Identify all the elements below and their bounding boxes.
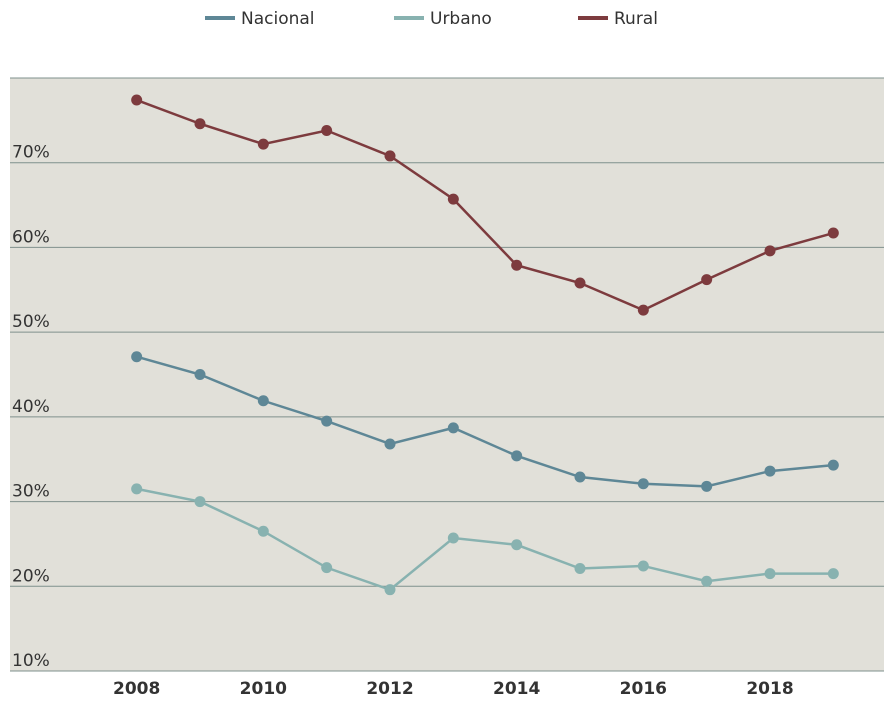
- point: [447, 532, 459, 544]
- y-tick-label: 60%: [12, 227, 50, 247]
- point: [511, 450, 523, 462]
- point: [194, 496, 206, 508]
- point: [321, 125, 333, 137]
- plot-area: [10, 78, 884, 671]
- legend-label: Urbano: [430, 9, 492, 29]
- series-line: [136, 355, 834, 488]
- y-tick-label: 70%: [12, 143, 50, 163]
- point: [257, 525, 269, 537]
- y-tick-label: 50%: [12, 312, 50, 332]
- point: [384, 438, 396, 450]
- point: [131, 94, 143, 106]
- point: [447, 422, 459, 434]
- point: [257, 138, 269, 150]
- point: [321, 415, 333, 427]
- series-line: [136, 487, 834, 592]
- point: [194, 118, 206, 130]
- point: [637, 560, 649, 572]
- x-tick-label: 2016: [620, 679, 667, 699]
- y-tick-label: 40%: [12, 397, 50, 417]
- point: [574, 471, 586, 483]
- point: [764, 465, 776, 477]
- point: [131, 351, 143, 363]
- x-tick-label: 2012: [366, 679, 413, 699]
- point: [827, 227, 839, 239]
- point: [701, 274, 713, 286]
- y-tick-label: 20%: [12, 566, 50, 586]
- x-tick-label: 2008: [113, 679, 160, 699]
- point: [574, 277, 586, 289]
- series-line: [136, 98, 834, 312]
- x-tick-label: 2018: [746, 679, 793, 699]
- point: [511, 259, 523, 271]
- x-tick-label: 2014: [493, 679, 540, 699]
- point: [194, 369, 206, 380]
- y-tick-label: 10%: [12, 651, 50, 671]
- point: [827, 459, 839, 471]
- point: [827, 568, 839, 580]
- point: [447, 193, 459, 205]
- legend-label: Rural: [614, 9, 658, 29]
- legend-label: Nacional: [241, 9, 315, 29]
- point: [384, 584, 396, 596]
- point: [511, 539, 523, 551]
- point: [131, 483, 143, 495]
- point: [637, 304, 649, 316]
- x-tick-label: 2010: [240, 679, 287, 699]
- point: [574, 562, 586, 574]
- point: [764, 568, 776, 580]
- point: [701, 480, 713, 492]
- y-tick-label: 30%: [12, 482, 50, 502]
- point: [637, 478, 649, 490]
- point: [321, 562, 333, 574]
- point: [764, 245, 776, 257]
- point: [257, 395, 269, 407]
- point: [384, 150, 396, 162]
- point: [701, 575, 713, 587]
